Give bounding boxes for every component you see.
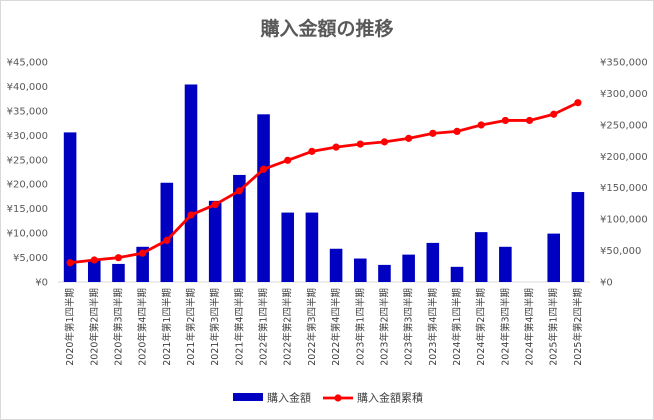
y-right-tick-label: ¥50,000 (600, 246, 641, 257)
x-tick-label: 2024年第2四半期 (475, 288, 487, 366)
line-point (211, 200, 219, 209)
x-tick-label: 2024年第3四半期 (499, 288, 511, 366)
line-point (477, 121, 485, 129)
line-point (501, 116, 509, 125)
x-tick-label: 2021年第2四半期 (185, 288, 197, 366)
x-tick-label: 2023年第4四半期 (427, 288, 439, 366)
bar (426, 242, 440, 282)
x-tick-label: 2023年第2四半期 (378, 288, 390, 366)
y-right-tick-label: ¥100,000 (600, 215, 648, 226)
y-right-tick-label: ¥300,000 (600, 89, 648, 100)
y-left-tick-label: ¥15,000 (7, 204, 48, 215)
x-tick-label: 2025年第2四半期 (572, 288, 584, 366)
bar (184, 84, 198, 282)
legend-bar-swatch (233, 393, 263, 401)
bar (571, 192, 585, 282)
x-tick-label: 2020年第4四半期 (137, 288, 149, 366)
bar (281, 212, 295, 282)
x-tick-label: 2022年第1四半期 (258, 288, 270, 366)
bar (87, 260, 101, 282)
bar (499, 246, 512, 282)
bar (233, 174, 246, 282)
x-tick-label: 2025年第1四半期 (548, 288, 560, 366)
x-tick-label: 2020年第2四半期 (88, 288, 100, 366)
legend-line-label: 購入金額累積 (357, 391, 423, 405)
bar (378, 264, 391, 282)
y-left-tick-label: ¥25,000 (7, 155, 48, 166)
cumulative-line (69, 101, 579, 265)
y-right-tick-label: ¥0 (600, 278, 613, 289)
line-point (332, 143, 340, 151)
x-tick-label: 2022年第2四半期 (282, 288, 294, 366)
line-point (114, 254, 123, 262)
x-tick-label: 2023年第3四半期 (403, 288, 415, 366)
line-point (90, 256, 98, 264)
bar (353, 258, 367, 282)
y-left-tick-label: ¥40,000 (7, 82, 48, 93)
x-tick-label: 2020年第3四半期 (112, 288, 124, 366)
y-left-tick-label: ¥0 (35, 278, 48, 289)
x-tick-label: 2024年第1四半期 (451, 288, 463, 366)
line-point (405, 134, 413, 142)
line-point (308, 147, 316, 155)
bar (63, 132, 77, 282)
line-point (380, 138, 389, 146)
line-point (139, 249, 147, 257)
line-point (163, 236, 171, 244)
bar (474, 232, 488, 282)
chart-title: 購入金額の推移 (260, 18, 394, 40)
bar (402, 254, 415, 282)
y-right-tick-label: ¥350,000 (600, 58, 648, 69)
line-point (453, 127, 461, 135)
legend-bar-label: 購入金額 (267, 391, 311, 405)
line-point (235, 187, 243, 195)
y-left-tick-label: ¥30,000 (7, 131, 48, 142)
bar (136, 246, 149, 282)
y-right-tick-label: ¥250,000 (600, 120, 648, 131)
line-point (429, 129, 437, 137)
line-point (284, 156, 292, 164)
legend-line-marker (334, 394, 342, 402)
line-point (259, 165, 268, 173)
x-tick-label: 2021年第1四半期 (161, 288, 173, 366)
bar (257, 114, 270, 282)
y-left-tick-label: ¥10,000 (7, 229, 48, 240)
line-point (525, 116, 534, 125)
bar (305, 212, 319, 282)
bar (160, 182, 174, 282)
y-left-tick-label: ¥35,000 (7, 106, 48, 117)
x-tick-label: 2021年第4四半期 (233, 288, 245, 366)
line-point (550, 110, 558, 118)
x-tick-label: 2022年第3四半期 (306, 288, 318, 366)
bar (112, 263, 125, 282)
y-right-tick-label: ¥150,000 (600, 183, 648, 194)
y-left-tick-label: ¥45,000 (7, 58, 48, 69)
x-tick-label: 2022年第4四半期 (330, 288, 342, 366)
line-point (66, 259, 74, 267)
x-tick-label: 2021年第3四半期 (209, 288, 221, 366)
x-tick-label: 2024年第4四半期 (524, 288, 536, 366)
y-right-tick-label: ¥200,000 (600, 152, 648, 163)
bar (547, 233, 561, 282)
x-tick-label: 2023年第1四半期 (354, 288, 366, 366)
line-point (187, 211, 195, 219)
x-tick-label: 2020年第1四半期 (64, 288, 76, 366)
line-point (574, 99, 582, 107)
y-left-tick-label: ¥20,000 (7, 180, 48, 191)
bar (208, 200, 222, 282)
line-point (356, 140, 364, 148)
y-left-tick-label: ¥5,000 (13, 253, 48, 264)
bar (450, 266, 464, 282)
bar (329, 248, 343, 282)
